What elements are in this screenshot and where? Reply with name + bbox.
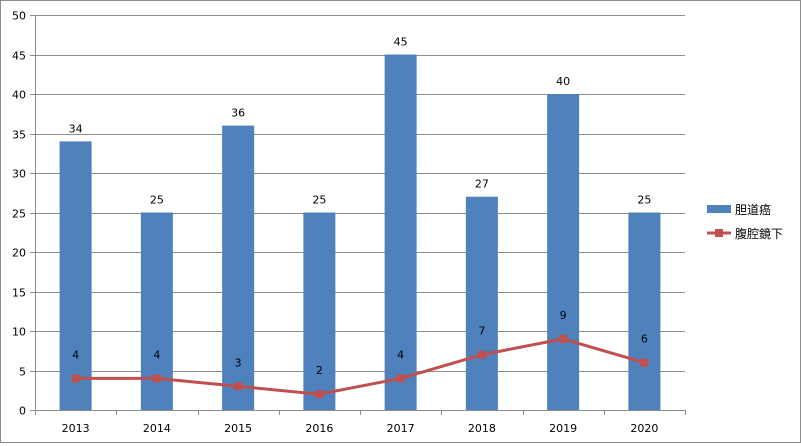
gridlines xyxy=(35,15,685,372)
legend-label: 胆道癌 xyxy=(735,202,771,217)
axes: 0 5 10 15 20 25 30 35 40 45 50 2013 2014 2015 2016 2017… xyxy=(12,10,686,435)
bar xyxy=(222,125,255,410)
bar-value-label: 25 xyxy=(150,194,164,207)
y-tick-label: 25 xyxy=(12,208,26,221)
legend-label: 腹腔鏡下 xyxy=(735,226,783,241)
line-value-label: 7 xyxy=(478,325,485,338)
bar-value-label: 40 xyxy=(556,75,570,88)
x-tick-label: 2017 xyxy=(387,422,415,435)
bar xyxy=(628,212,661,410)
line-value-label: 9 xyxy=(560,309,567,322)
x-tick-label: 2013 xyxy=(62,422,90,435)
y-tick-label: 45 xyxy=(12,50,26,63)
y-tick-label: 0 xyxy=(19,405,26,418)
legend-swatch-bar xyxy=(707,205,731,213)
line-marker xyxy=(152,374,161,383)
line-marker xyxy=(315,390,324,399)
line-marker xyxy=(396,374,405,383)
bar xyxy=(303,212,336,410)
y-tick-label: 10 xyxy=(12,326,26,339)
y-tick-label: 5 xyxy=(19,366,26,379)
bar-value-label: 36 xyxy=(231,107,245,120)
y-tick-label: 15 xyxy=(12,287,26,300)
bar-value-label: 45 xyxy=(394,36,408,49)
data-labels: 34 25 36 25 45 27 40 25 4 4 3 2 4 7 9 6 xyxy=(69,36,652,378)
line-marker xyxy=(640,358,649,367)
y-tick-label: 40 xyxy=(12,89,26,102)
bar-value-label: 27 xyxy=(475,178,489,191)
x-tick-label: 2018 xyxy=(468,422,496,435)
line-path xyxy=(75,337,645,396)
y-tick-label: 30 xyxy=(12,168,26,181)
line-value-label: 2 xyxy=(316,364,323,377)
bar xyxy=(384,54,417,410)
x-tick-label: 2016 xyxy=(305,422,333,435)
line-marker xyxy=(559,334,568,343)
bar xyxy=(59,141,92,410)
y-tick-label: 20 xyxy=(12,247,26,260)
line-series xyxy=(71,334,649,399)
y-tick-label: 50 xyxy=(12,10,26,23)
x-tick-label: 2020 xyxy=(630,422,658,435)
x-tick-label: 2014 xyxy=(143,422,171,435)
bar-value-label: 34 xyxy=(69,122,83,135)
line-marker xyxy=(477,350,486,359)
x-tick-label: 2019 xyxy=(549,422,577,435)
line-value-label: 3 xyxy=(235,356,242,369)
x-tick-label: 2015 xyxy=(224,422,252,435)
line-value-label: 4 xyxy=(397,348,404,361)
line-marker xyxy=(71,374,80,383)
line-value-label: 4 xyxy=(72,348,79,361)
bar-series xyxy=(59,54,661,410)
line-value-label: 4 xyxy=(153,348,160,361)
bar-value-label: 25 xyxy=(312,194,326,207)
legend-swatch-marker xyxy=(715,229,723,237)
line-marker xyxy=(234,382,243,391)
bar xyxy=(465,196,498,410)
bar xyxy=(547,94,580,410)
bar-value-label: 25 xyxy=(637,194,651,207)
line-value-label: 6 xyxy=(641,333,648,346)
y-tick-label: 35 xyxy=(12,129,26,142)
